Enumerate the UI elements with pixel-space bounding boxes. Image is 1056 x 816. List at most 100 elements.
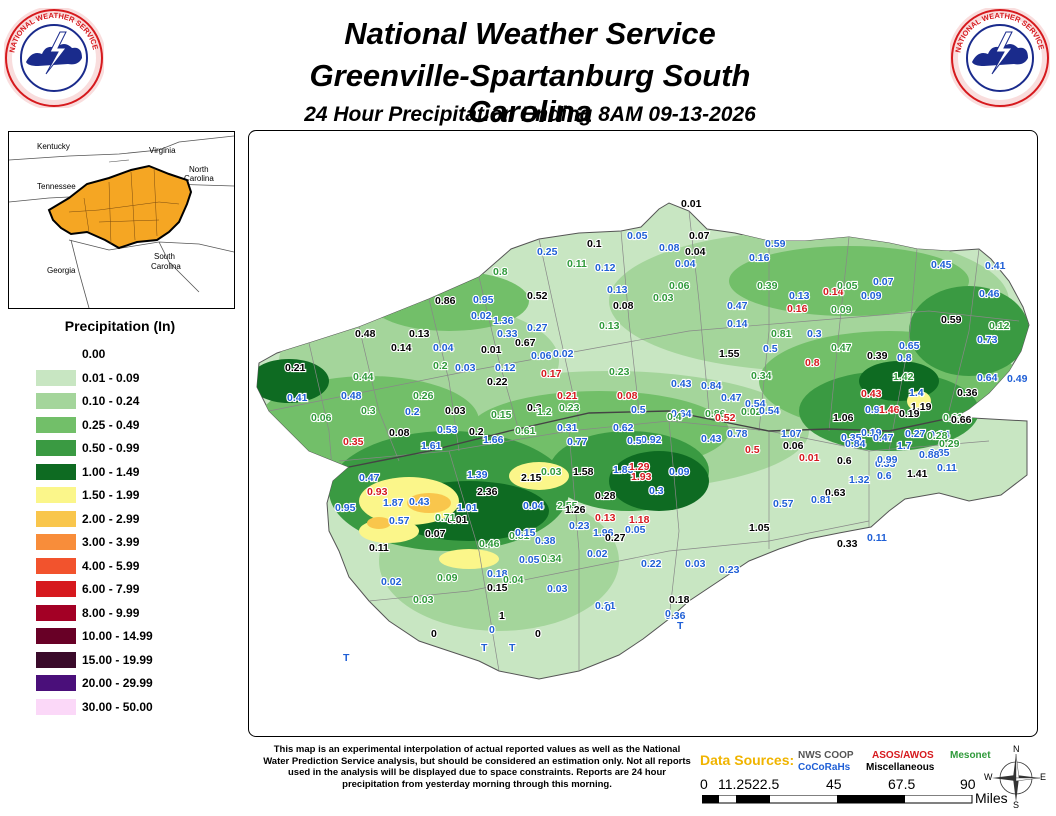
observation-value: 0.14	[391, 342, 412, 354]
legend-swatch	[36, 440, 76, 456]
legend-label: 20.00 - 29.99	[82, 676, 153, 690]
observation-value: 0.15	[487, 582, 508, 594]
observation-value: 0.01	[481, 344, 502, 356]
observation-value: 0.59	[765, 238, 786, 250]
legend-label: 6.00 - 7.99	[82, 582, 140, 596]
observation-value: 0.43	[701, 433, 722, 445]
observation-value: 0.8	[493, 266, 508, 278]
observation-value: 0.13	[595, 512, 616, 524]
observation-value: 1.41	[907, 468, 928, 480]
observation-value: 0.43	[409, 496, 430, 508]
observation-value: 0.92	[641, 434, 662, 446]
observation-value: 0.11	[937, 462, 957, 474]
observation-value: 0.65	[899, 340, 920, 352]
observation-value: 0.22	[487, 376, 508, 388]
observation-value: 1.05	[749, 522, 770, 534]
observation-value: 0.25	[537, 246, 558, 258]
observation-value: 0.63	[825, 487, 846, 499]
observation-value: 1.18	[629, 514, 650, 526]
scale-bar	[702, 795, 973, 804]
source-mesonet: Mesonet	[950, 750, 991, 761]
observation-value: T	[677, 620, 684, 632]
observation-value: 0.47	[873, 432, 894, 444]
observation-value: 0.03	[455, 362, 476, 374]
observation-value: 0.35	[343, 436, 364, 448]
observation-value: 0.3	[527, 402, 542, 414]
legend-label: 0.25 - 0.49	[82, 417, 140, 432]
observation-value: 0.33	[837, 538, 858, 550]
observation-value: 0.64	[671, 408, 692, 420]
legend-swatch	[36, 416, 76, 433]
scale-tick-5: 90	[960, 776, 976, 792]
observation-value: 0.06	[783, 440, 804, 452]
observation-value: 1.06	[833, 412, 854, 424]
observation-value: 0.02	[587, 548, 608, 560]
locator-inset-map: Kentucky Virginia North Carolina Tenness…	[8, 131, 235, 309]
legend-label: 15.00 - 19.99	[82, 652, 153, 667]
observation-value: 0.01	[799, 452, 820, 464]
disclaimer-text: This map is an experimental interpolatio…	[263, 744, 691, 790]
observation-value: 0.77	[567, 436, 588, 448]
legend-row: 0.01 - 0.09	[36, 369, 236, 386]
legend-swatch	[36, 346, 76, 362]
observation-value: 1.07	[781, 428, 802, 440]
observation-value: 0.81	[771, 328, 792, 340]
observation-value: 0.15	[515, 527, 536, 539]
observation-value: 0.93	[367, 486, 388, 498]
legend-swatch	[36, 557, 76, 574]
legend-label: 0.10 - 0.24	[82, 394, 140, 408]
observation-value: 0.03	[653, 292, 674, 304]
legend-row: 2.00 - 2.99	[36, 510, 236, 527]
legend-label: 1.00 - 1.49	[82, 464, 140, 479]
legend-row: 1.00 - 1.49	[36, 463, 236, 480]
legend-label: 3.00 - 3.99	[82, 535, 140, 549]
observation-value: 0.13	[607, 284, 628, 296]
observation-value: 0.3	[361, 405, 376, 417]
observation-value: 0.45	[931, 259, 952, 271]
observation-value: 1.36	[493, 315, 514, 327]
observation-value: 0.66	[951, 414, 972, 426]
observation-value: 0.5	[745, 444, 760, 456]
observation-value: 2.15	[521, 472, 542, 484]
observation-value: 0.21	[557, 390, 578, 402]
observation-value: 0.3	[807, 328, 822, 340]
observation-value: 0.86	[705, 408, 726, 420]
observation-value: 1.26	[565, 504, 586, 516]
observation-value: 0	[665, 608, 671, 620]
scale-tick-3: 45	[826, 776, 842, 792]
legend-swatch	[36, 510, 76, 527]
inset-label-kentucky: Kentucky	[37, 142, 70, 151]
observation-value: 0.23	[719, 564, 740, 576]
observation-value: 0.01	[447, 514, 468, 526]
observation-value: 0.19	[861, 427, 882, 439]
observation-value: 2.55	[557, 500, 578, 512]
observation-value: 0.36	[665, 610, 686, 622]
observation-value: 0.47	[359, 472, 380, 484]
compass-n: N	[1013, 744, 1020, 754]
observation-value: 0.06	[669, 280, 690, 292]
observation-value: 0.47	[727, 300, 748, 312]
observation-value: 0.43	[861, 388, 882, 400]
legend-row: 0.25 - 0.49	[36, 416, 236, 433]
observation-value: 0.59	[941, 314, 962, 326]
source-asos-awos: ASOS/AWOS	[872, 750, 934, 761]
observation-value: 0.2	[433, 360, 448, 372]
legend-row: 3.00 - 3.99	[36, 534, 236, 550]
observation-value: 1.61	[421, 440, 442, 452]
observation-value: 0.95	[335, 502, 356, 514]
observation-value: 0.18	[669, 594, 690, 606]
observation-value: 0.03	[541, 466, 562, 478]
observation-value: 0.05	[519, 554, 540, 566]
observation-value: 0.16	[749, 252, 770, 264]
observation-value: 0.28	[595, 490, 616, 502]
observation-value: 0.03	[547, 583, 568, 595]
observation-value: 1.4	[909, 387, 924, 399]
observation-value: 0.23	[559, 402, 580, 414]
observation-value: 0.03	[685, 558, 706, 570]
observation-value: 0.11	[867, 532, 887, 544]
observation-value: 0.38	[535, 535, 556, 547]
observation-value: 0.5	[631, 404, 646, 416]
observation-value: 0.12	[495, 362, 516, 374]
nws-logo-right: NATIONAL WEATHER SERVICE	[950, 8, 1050, 108]
legend-label: 4.00 - 5.99	[82, 558, 140, 573]
